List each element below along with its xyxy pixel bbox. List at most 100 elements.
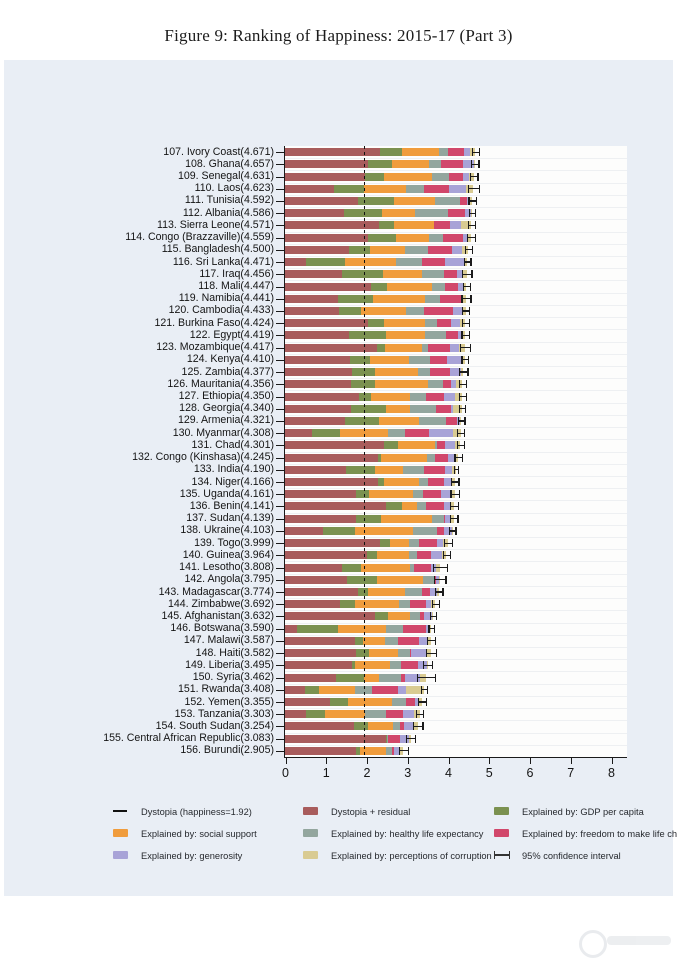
- confidence-interval-cap: [432, 600, 433, 608]
- segment-freedom: [430, 356, 448, 364]
- stacked-bar-sierra-leone: [285, 221, 471, 229]
- y-tick: [276, 445, 284, 446]
- y-tick: [276, 397, 284, 398]
- segment-health: [385, 637, 398, 645]
- legend-label: Dystopia + residual: [331, 807, 410, 817]
- segment-dystopia_residual: [285, 588, 358, 596]
- confidence-interval-cap: [435, 674, 436, 682]
- segment-freedom: [388, 735, 401, 743]
- confidence-interval-cap: [468, 356, 469, 364]
- country-label: 152. Yemen(3.355): [0, 697, 274, 708]
- confidence-interval-cap: [469, 331, 470, 339]
- segment-social: [375, 466, 403, 474]
- segment-health: [422, 270, 444, 278]
- country-label: 137. Sudan(4.139): [0, 513, 274, 524]
- segment-freedom: [443, 234, 464, 242]
- stacked-bar-sudan: [285, 515, 454, 523]
- swatch-icon-freedom: [494, 829, 509, 837]
- country-label: 125. Zambia(4.377): [0, 367, 274, 378]
- stacked-bar-burundi: [285, 747, 403, 755]
- stacked-bar-chad: [285, 441, 460, 449]
- confidence-interval-cap: [399, 747, 400, 755]
- segment-freedom: [386, 710, 403, 718]
- segment-gdp: [375, 612, 388, 620]
- segment-social: [370, 246, 405, 254]
- figure-9-happiness-ranking: Figure 9: Ranking of Happiness: 2015-17 …: [0, 0, 677, 896]
- confidence-interval-cap: [470, 258, 471, 266]
- y-tick: [276, 690, 284, 691]
- segment-gdp: [334, 185, 363, 193]
- stacked-bar-madagascar: [285, 588, 439, 596]
- country-label: 143. Madagascar(3.774): [0, 587, 274, 598]
- x-tick-label: 1: [311, 766, 341, 780]
- confidence-interval-cap: [457, 429, 458, 437]
- y-tick: [276, 177, 284, 178]
- segment-health: [409, 356, 430, 364]
- confidence-interval-cap: [450, 515, 451, 523]
- country-label: 129. Armenia(4.321): [0, 415, 274, 426]
- x-tick-label: 3: [393, 766, 423, 780]
- segment-social: [387, 283, 432, 291]
- segment-dystopia_residual: [285, 527, 323, 535]
- segment-health: [399, 600, 409, 608]
- confidence-interval-cap: [434, 576, 435, 584]
- legend-label: Explained by: perceptions of corruption: [331, 851, 492, 861]
- confidence-interval: [468, 188, 479, 189]
- confidence-interval: [418, 701, 426, 702]
- stacked-bar-mali: [285, 283, 466, 291]
- segment-generosity: [403, 710, 414, 718]
- segment-gdp: [323, 527, 355, 535]
- segment-dystopia_residual: [285, 258, 306, 266]
- country-label: 136. Benin(4.141): [0, 501, 274, 512]
- segment-freedom: [434, 221, 450, 229]
- y-tick: [276, 592, 284, 593]
- segment-social: [368, 722, 393, 730]
- country-label: 112. Albania(4.586): [0, 208, 274, 219]
- segment-dystopia_residual: [285, 466, 346, 474]
- confidence-interval-cap: [472, 148, 473, 156]
- segment-health: [386, 625, 403, 633]
- y-tick: [276, 238, 284, 239]
- segment-social: [388, 612, 410, 620]
- segment-health: [405, 246, 429, 254]
- segment-dystopia_residual: [285, 429, 312, 437]
- segment-social: [375, 368, 418, 376]
- confidence-interval-cap: [462, 307, 463, 315]
- stacked-bar-rwanda: [285, 686, 424, 694]
- country-label: 117. Iraq(4.456): [0, 269, 274, 280]
- segment-health: [417, 502, 427, 510]
- country-label: 148. Haiti(3.582): [0, 648, 274, 659]
- segment-dystopia_residual: [285, 148, 380, 156]
- segment-dystopia_residual: [285, 393, 359, 401]
- country-label: 115. Bangladesh(4.500): [0, 244, 274, 255]
- segment-social: [371, 393, 410, 401]
- segment-dystopia_residual: [285, 674, 336, 682]
- segment-social: [383, 270, 423, 278]
- y-tick: [276, 189, 284, 190]
- segment-social: [384, 319, 425, 327]
- confidence-interval-cap: [469, 209, 470, 217]
- country-label: 116. Sri Lanka(4.471): [0, 257, 274, 268]
- confidence-interval: [399, 750, 408, 751]
- segment-health: [422, 344, 429, 352]
- confidence-interval-cap: [450, 502, 451, 510]
- country-label: 124. Kenya(4.410): [0, 354, 274, 365]
- x-tick-label: 2: [352, 766, 382, 780]
- confidence-interval-cap: [426, 649, 427, 657]
- confidence-interval-cap: [460, 344, 461, 352]
- y-tick: [276, 225, 284, 226]
- segment-dystopia_residual: [285, 625, 297, 633]
- segment-freedom: [428, 478, 444, 486]
- x-tick: [367, 758, 368, 764]
- segment-dystopia_residual: [285, 209, 344, 217]
- confidence-interval-cap: [451, 478, 452, 486]
- segment-social: [373, 295, 425, 303]
- segment-generosity: [449, 185, 466, 193]
- segment-health: [365, 710, 385, 718]
- segment-dystopia_residual: [285, 417, 345, 425]
- country-label: 154. South Sudan(3.254): [0, 721, 274, 732]
- stacked-bar-yemen: [285, 698, 422, 706]
- stacked-bar-togo: [285, 539, 448, 547]
- segment-freedom: [426, 502, 444, 510]
- confidence-interval-cap: [461, 295, 462, 303]
